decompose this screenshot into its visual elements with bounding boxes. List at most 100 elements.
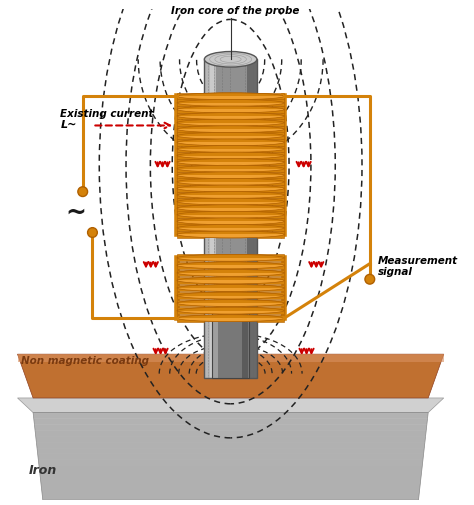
Ellipse shape [177,231,284,238]
Ellipse shape [204,52,257,67]
Circle shape [88,228,97,237]
Ellipse shape [177,106,284,113]
Ellipse shape [177,262,284,269]
Bar [177,299,204,307]
Bar [257,231,284,238]
Bar [177,165,204,172]
Text: Non magnetic coating: Non magnetic coating [21,356,149,366]
Bar [257,139,284,146]
Ellipse shape [177,198,284,205]
Ellipse shape [177,165,284,172]
Ellipse shape [177,211,284,218]
Bar [257,270,284,276]
Ellipse shape [177,145,284,153]
Ellipse shape [177,178,284,185]
Bar [257,307,284,314]
Bar [177,185,204,192]
Text: Measurement
signal: Measurement signal [378,256,458,277]
Ellipse shape [177,152,284,159]
Ellipse shape [177,178,284,185]
Ellipse shape [177,106,284,113]
Ellipse shape [177,165,284,172]
Circle shape [365,274,374,284]
Ellipse shape [177,218,284,225]
Bar [177,307,204,314]
Ellipse shape [177,132,284,139]
Polygon shape [18,354,444,362]
Ellipse shape [177,145,284,153]
Bar [257,185,284,192]
Ellipse shape [177,132,284,139]
Ellipse shape [177,225,284,231]
Bar [257,145,284,153]
Ellipse shape [177,218,284,225]
Bar [257,255,284,261]
Ellipse shape [177,152,284,159]
Ellipse shape [177,277,284,284]
Ellipse shape [177,119,284,126]
Bar [257,225,284,231]
Ellipse shape [177,152,284,159]
Bar [257,315,284,322]
Ellipse shape [177,231,284,238]
Bar [257,113,284,119]
Bar [257,211,284,218]
Bar [204,59,257,379]
Ellipse shape [177,307,284,314]
Ellipse shape [177,198,284,205]
Ellipse shape [177,191,284,198]
Bar [177,106,204,113]
Bar [257,106,284,113]
Ellipse shape [177,205,284,212]
Ellipse shape [177,119,284,126]
Bar [257,165,284,172]
Bar [212,311,249,379]
Ellipse shape [177,93,284,99]
Ellipse shape [177,113,284,119]
Ellipse shape [177,191,284,198]
Ellipse shape [177,126,284,133]
Text: ~: ~ [65,201,86,225]
Bar [177,270,204,276]
Ellipse shape [177,299,284,307]
Ellipse shape [177,307,284,314]
Ellipse shape [177,119,284,126]
Text: Iron core of the probe: Iron core of the probe [171,7,300,17]
Ellipse shape [177,205,284,212]
Ellipse shape [177,191,284,198]
Ellipse shape [177,315,284,322]
Ellipse shape [177,299,284,307]
Bar [204,59,214,379]
Bar [204,59,257,379]
Ellipse shape [177,172,284,179]
Ellipse shape [177,225,284,231]
Ellipse shape [212,306,249,315]
Ellipse shape [177,178,284,185]
Ellipse shape [177,255,284,261]
Ellipse shape [177,113,284,119]
Ellipse shape [177,198,284,205]
Ellipse shape [177,99,284,106]
Ellipse shape [177,172,284,179]
Bar [247,59,257,379]
Bar [177,178,204,185]
Ellipse shape [177,93,284,99]
Ellipse shape [177,185,284,192]
Ellipse shape [177,255,284,261]
Ellipse shape [177,139,284,146]
Ellipse shape [177,126,284,133]
Text: L~: L~ [60,121,77,130]
Bar [257,191,284,198]
Bar [177,139,204,146]
Circle shape [78,187,88,196]
Bar [177,255,204,261]
Bar [257,205,284,212]
Ellipse shape [177,262,284,269]
Bar [177,231,204,238]
Bar [257,262,284,269]
Bar [177,218,204,225]
Ellipse shape [177,139,284,146]
Bar [257,159,284,166]
Bar [257,292,284,299]
Bar [177,93,204,99]
